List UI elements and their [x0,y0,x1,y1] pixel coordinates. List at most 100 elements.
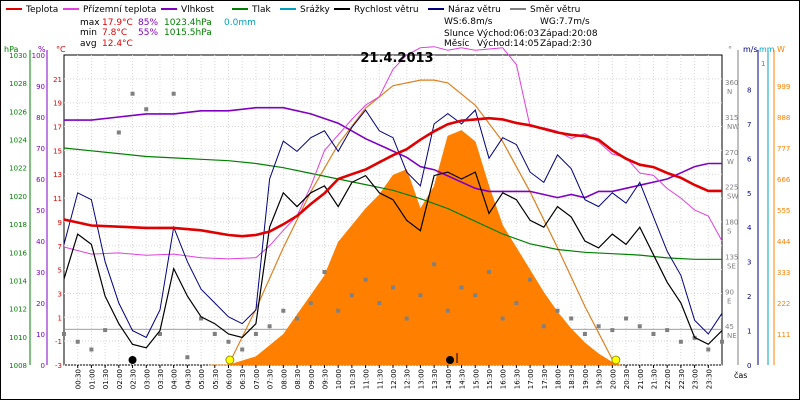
wind-direction-point [432,262,437,267]
wind-direction-point [473,293,478,298]
temp-axis-label: °C [56,45,66,54]
pct-tick-label: 0 [41,362,45,370]
moonrise-marker [446,356,455,364]
mm-tick-label: 1 [761,60,765,68]
legend-label: Vlhkost [181,5,214,15]
dir-tick-compass: N [727,88,732,96]
temp-tick-label: 7 [58,243,62,251]
wind-direction-point [678,339,683,344]
wind-direction-point [541,324,546,329]
hpa-tick-label: 1030 [9,52,27,60]
wind-direction-point [391,285,395,290]
wind-direction-point [349,293,354,298]
dir-tick-degree: 270 [725,149,738,157]
stats-temp-min: 7.8°C [102,28,127,38]
stats-label-avg: avg [80,39,97,49]
hpa-tick-label: 1024 [9,137,27,145]
wind-direction-point [514,301,519,305]
wind-direction-point [665,328,670,333]
pressure-line [63,147,722,260]
hpa-tick-label: 1026 [9,108,27,116]
temp-tick-label: 5 [58,267,62,275]
wind-direction-point [281,308,286,313]
sunset-stat: Západ:20:08 [540,29,598,39]
wind-speed-stat: WS:6.8m/s [444,17,493,27]
x-tick-label: 02:00 [116,369,124,389]
wind-direction-point [308,301,313,305]
x-tick-label: 18:30 [568,369,576,389]
dir-tick-compass: NE [727,332,737,340]
wind-direction-point [295,316,300,321]
plot-content [62,46,724,366]
wind-direction-point [610,328,615,333]
ms-tick-label: 2 [747,293,751,301]
x-tick-label: 13:30 [431,369,439,389]
temp-tick-label: 15 [53,147,62,155]
wind-direction-point [62,332,66,336]
x-tick-label: 08:30 [294,369,302,389]
moonset-stat: Západ:2:30 [540,39,592,49]
stats-block: max 17.9°C 85% 1023.4hPa 0.0mm min 7.8°C 55% 101… [80,17,598,49]
legend-label: Náraz větru [448,5,501,15]
ms-tick-label: 3 [747,259,751,267]
x-tick-label: 04:00 [171,369,179,389]
wm2-axis-label: W [777,45,785,54]
wm2-tick-label: 888 [777,114,790,122]
x-tick-label: 23:30 [705,369,713,389]
wind-direction-point [157,332,162,336]
axes: hPa1030102810261024102210201018101610141… [4,45,791,389]
wind-direction-point [267,324,272,329]
dir-tick-degree: 225 [725,184,738,192]
moonrise-stat: Východ:14:05 [477,39,539,49]
pct-tick-label: 90 [36,83,45,91]
x-tick-label: 21:30 [650,369,658,389]
dir-tick-degree: 360 [725,79,738,87]
wind-direction-point [75,339,80,344]
hpa-tick-label: 1018 [9,221,27,229]
stats-temp-avg: 12.4°C [102,39,133,49]
wind-direction-point [363,277,368,282]
hpa-tick-label: 1008 [9,362,27,370]
wind-direction-point [103,328,108,333]
x-tick-label: 20:30 [623,369,631,389]
x-tick-label: 09:30 [321,369,329,389]
dir-tick-compass: SW [727,193,738,201]
ms-tick-label: 0 [747,362,751,370]
x-tick-label: 01:30 [102,369,110,389]
x-tick-label: 16:30 [513,369,521,389]
legend-label: Srážky [300,5,331,15]
x-tick-label: 15:00 [472,369,480,389]
pct-tick-label: 100 [32,52,45,60]
ms-axis-label: m/s [743,45,758,54]
wm2-tick-label: 111 [777,331,790,339]
wind-direction-point [720,339,724,344]
pct-tick-label: 80 [36,114,45,122]
x-tick-label: 11:00 [363,369,371,389]
dir-axis-label: ° [728,45,732,54]
x-tick-label: 09:00 [308,369,316,389]
legend: Teplota Přízemní teplota Vlhkost Tlak Srážky… [6,5,580,15]
x-tick-label: 04:30 [184,369,192,389]
humidity-line [64,106,722,199]
sunrise-stat: Východ:06:03 [477,29,539,39]
temp-tick-label: 19 [53,100,62,108]
wind-direction-point [445,308,450,313]
x-tick-label: 02:30 [130,369,138,389]
dir-tick-compass: SE [727,262,736,270]
x-tick-label: 07:00 [253,369,261,389]
wind-direction-point [199,316,204,321]
wind-direction-point [89,347,94,352]
x-tick-label: 14:00 [445,369,453,389]
dir-tick-compass: NW [727,123,739,131]
temp-tick-label: 3 [58,290,62,298]
legend-label: Směr větru [530,5,580,15]
stats-temp-max: 17.9°C [102,18,133,28]
dir-tick-compass: E [727,297,731,305]
x-tick-label: 05:30 [212,369,220,389]
hpa-tick-label: 1010 [9,334,27,342]
pct-tick-label: 40 [36,238,45,246]
wm2-tick-label: 555 [777,207,790,215]
temperature-line [63,116,722,238]
x-tick-label: 18:00 [555,369,563,389]
